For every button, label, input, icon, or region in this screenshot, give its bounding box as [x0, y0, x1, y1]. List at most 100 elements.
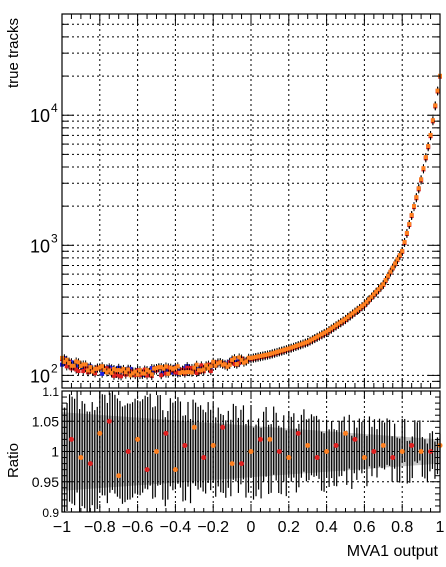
main-data-point — [289, 345, 294, 350]
main-data-point — [246, 355, 251, 360]
main-y-tick-label: 10 3 — [30, 231, 58, 256]
main-data-point — [324, 329, 329, 334]
ratio-data-point — [295, 430, 301, 436]
main-data-point — [185, 370, 190, 375]
ratio-data-point — [399, 449, 405, 454]
main-data-point — [272, 350, 277, 355]
main-data-point — [421, 166, 426, 171]
main-data-point — [187, 370, 192, 375]
main-data-point — [350, 311, 355, 316]
main-data-point — [76, 360, 81, 365]
main-data-point — [100, 364, 105, 369]
main-data-point — [145, 368, 150, 373]
main-data-point — [400, 248, 405, 253]
x-tick-label: 0.2 — [278, 519, 300, 536]
main-data-point — [100, 371, 105, 376]
main-y-tick-base: 10 — [30, 106, 50, 126]
main-data-point — [367, 297, 372, 302]
ratio-data-point — [267, 436, 273, 442]
main-data-point — [128, 373, 133, 378]
main-data-point — [277, 349, 282, 354]
main-data-point — [397, 253, 402, 258]
ratio-data-point — [333, 442, 339, 448]
main-y-tick-label: 10 2 — [30, 361, 58, 386]
x-tick-label: −0.6 — [122, 519, 154, 536]
main-data-point — [204, 363, 209, 368]
main-data-point — [355, 307, 360, 312]
main-data-point — [371, 292, 376, 297]
main-data-point — [284, 347, 289, 352]
main-data-point — [83, 362, 88, 367]
main-data-point — [152, 366, 157, 371]
main-data-point — [149, 366, 154, 371]
x-tick-label: 0 — [247, 519, 256, 536]
main-data-point — [381, 282, 386, 287]
main-data-point — [376, 287, 381, 292]
main-data-point — [104, 366, 109, 371]
main-data-point — [263, 353, 268, 358]
main-data-point — [116, 368, 121, 373]
main-data-point — [142, 371, 147, 376]
main-data-point — [412, 204, 417, 209]
main-series-2 — [60, 71, 442, 380]
main-data-point — [249, 356, 253, 361]
main-data-point — [67, 361, 72, 366]
main-data-point — [265, 352, 270, 357]
ratio-data-point — [125, 449, 131, 454]
ratio-data-point — [78, 455, 84, 461]
main-data-point — [211, 359, 216, 364]
main-y-tick-base: 10 — [30, 366, 50, 386]
main-data-point — [64, 364, 69, 369]
main-y-tick-exp: 3 — [51, 231, 58, 245]
ratio-data-point — [248, 449, 254, 454]
main-data-point — [185, 365, 190, 370]
main-data-point — [197, 368, 202, 373]
main-data-point — [201, 367, 206, 372]
main-data-point — [171, 366, 176, 371]
ratio-data-point — [409, 442, 415, 448]
main-data-point — [130, 371, 135, 376]
main-data-point — [199, 368, 204, 373]
main-data-point — [159, 365, 164, 370]
main-data-point — [163, 371, 168, 376]
ratio-data-point — [163, 430, 169, 436]
ratio-series-0 — [68, 418, 434, 473]
main-data-point — [81, 369, 86, 374]
ratio-y-tick-label: 1.05 — [32, 413, 59, 429]
main-data-point — [137, 368, 142, 373]
ratio-y-axis-label: Ratio — [5, 443, 22, 478]
main-data-point — [267, 352, 272, 357]
main-data-point — [173, 370, 178, 375]
x-tick-label: −1 — [53, 519, 71, 536]
main-data-point — [402, 239, 407, 244]
main-data-point — [166, 371, 171, 376]
ratio-y-tick-label: 0.9 — [42, 506, 59, 520]
main-data-point — [239, 358, 244, 363]
main-data-point — [345, 315, 350, 320]
main-data-point — [378, 284, 383, 289]
ratio-data-point — [239, 461, 245, 467]
ratio-data-point — [97, 430, 103, 436]
main-data-point — [296, 343, 301, 348]
main-data-point — [310, 337, 315, 342]
main-data-point — [336, 321, 341, 326]
main-data-point — [168, 365, 173, 370]
ratio-data-point — [68, 436, 74, 442]
main-data-point — [322, 330, 327, 335]
main-data-point — [64, 357, 69, 362]
main-data-point — [182, 370, 187, 375]
main-data-point — [303, 340, 308, 345]
main-data-point — [286, 346, 291, 351]
main-data-point — [145, 373, 150, 378]
main-data-point — [430, 118, 435, 123]
ratio-panel: 0.9 0.95 1 1.05 1.1 −1 −0.8 −0.6 −0.4 −0.2 0 0.2 0.4… — [32, 385, 445, 536]
main-data-point — [74, 367, 79, 372]
ratio-y-tick-label: 1.1 — [42, 385, 59, 399]
ratio-data-point — [257, 436, 263, 442]
main-data-point — [230, 357, 235, 362]
main-data-point — [404, 230, 409, 235]
main-data-point — [119, 368, 124, 373]
main-data-point — [364, 299, 369, 304]
main-data-point — [225, 364, 230, 369]
